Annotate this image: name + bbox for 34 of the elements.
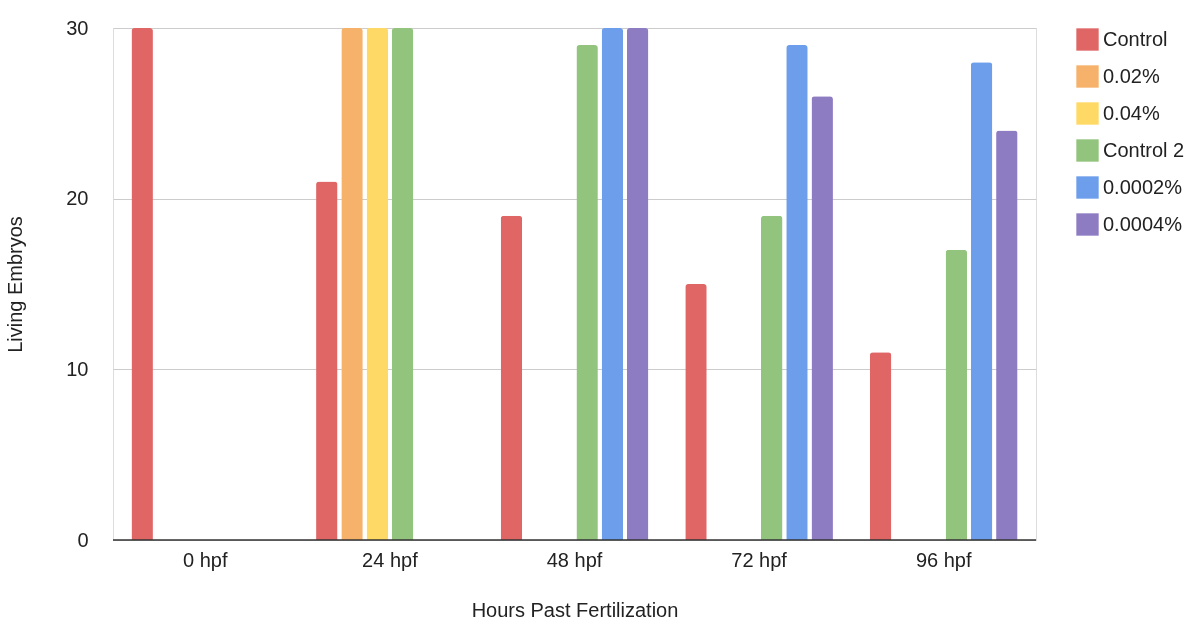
- bar: [996, 130, 1018, 540]
- y-axis-title: Living Embryos: [4, 216, 27, 353]
- legend-label: 0.0002%: [1103, 175, 1183, 198]
- bar: [811, 96, 833, 540]
- bar: [869, 352, 892, 540]
- y-tick-label: 10: [66, 357, 89, 380]
- bar: [316, 181, 338, 540]
- x-tick-label: 48 hpf: [546, 548, 603, 571]
- x-axis-title: Hours Past Fertilization: [471, 598, 679, 621]
- y-tick-label: 20: [66, 187, 89, 210]
- legend-label: Control 2: [1103, 138, 1185, 161]
- y-tick-label: 30: [66, 16, 89, 39]
- bar: [131, 28, 153, 540]
- bar: [500, 215, 523, 540]
- legend-label: 0.04%: [1103, 101, 1160, 124]
- x-tick-label: 24 hpf: [362, 548, 419, 571]
- bar: [341, 28, 363, 540]
- bar: [391, 28, 414, 540]
- bar: [760, 215, 783, 540]
- bar: [685, 284, 707, 540]
- bar: [576, 45, 598, 540]
- bar: [786, 45, 808, 540]
- x-tick-label: 72 hpf: [731, 548, 788, 571]
- legend-label: 0.0004%: [1103, 212, 1183, 235]
- y-tick-label: 0: [77, 528, 89, 551]
- x-tick-label: 0 hpf: [183, 548, 228, 571]
- bar: [626, 28, 649, 540]
- bar: [601, 28, 624, 540]
- bar: [970, 62, 993, 540]
- bar: [366, 28, 389, 540]
- legend-label: Control: [1103, 27, 1168, 50]
- bar: [945, 249, 968, 540]
- legend-label: 0.02%: [1103, 64, 1160, 87]
- x-tick-label: 96 hpf: [915, 548, 972, 571]
